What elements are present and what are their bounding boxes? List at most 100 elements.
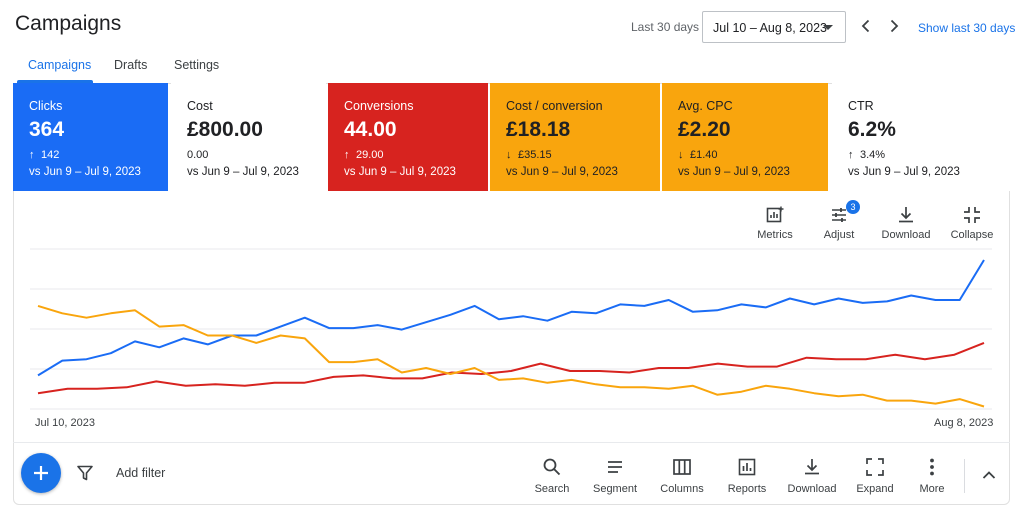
tab-campaigns[interactable]: Campaigns	[28, 58, 92, 72]
chevron-left-icon	[861, 19, 870, 33]
metric-value: 6.2%	[848, 118, 896, 141]
metric-delta: ↑ 142	[29, 149, 60, 161]
metric-label: CTR	[848, 99, 874, 113]
download-icon	[805, 459, 819, 475]
tab-bar: Campaigns Drafts Settings	[0, 52, 1024, 82]
metric-delta: ↓ £35.15	[506, 149, 552, 161]
plus-icon	[34, 466, 48, 480]
date-range-label: Last 30 days	[631, 20, 700, 34]
collapse-panel-button[interactable]	[980, 466, 998, 489]
chart-collapse-button[interactable]: Collapse	[942, 205, 1002, 241]
chart-collapse-label: Collapse	[950, 229, 994, 241]
metric-value: £800.00	[187, 118, 263, 141]
expand-button[interactable]: Expand	[845, 457, 905, 495]
dropdown-caret-icon	[823, 25, 833, 30]
date-range-picker[interactable]: Jul 10 – Aug 8, 2023	[702, 11, 846, 43]
chart-series-line-3	[37, 304, 985, 408]
chart-metrics-label: Metrics	[757, 229, 793, 241]
more-label: More	[919, 483, 945, 495]
previous-period-button[interactable]	[858, 18, 874, 34]
metric-tile-cost-per-conversion[interactable]: Cost / conversion £18.18 ↓ £35.15 vs Jun …	[490, 83, 660, 191]
x-axis-end-label: Aug 8, 2023	[934, 417, 994, 429]
more-vert-icon	[930, 458, 934, 476]
chart-download-button[interactable]: Download	[876, 205, 936, 241]
toolbar-divider	[13, 442, 1010, 443]
metrics-chart-icon	[766, 206, 784, 223]
chevron-right-icon	[890, 19, 899, 33]
chevron-up-icon	[982, 471, 996, 479]
chart-metrics-button[interactable]: Metrics	[745, 205, 805, 241]
metric-value: £2.20	[678, 118, 731, 141]
filter-icon	[77, 465, 93, 481]
search-button[interactable]: Search	[522, 457, 582, 495]
collapse-icon	[964, 207, 980, 223]
tab-drafts[interactable]: Drafts	[114, 58, 148, 72]
reports-label: Reports	[727, 483, 767, 495]
metric-delta: ↑ 3.4%	[848, 149, 886, 161]
next-period-button[interactable]	[886, 18, 902, 34]
table-download-button[interactable]: Download	[782, 457, 842, 495]
expand-label: Expand	[856, 483, 894, 495]
add-filter-link[interactable]: Add filter	[116, 466, 166, 480]
table-download-label: Download	[787, 483, 837, 495]
metric-delta: ↓ £1.40	[678, 149, 718, 161]
segment-icon	[608, 461, 622, 473]
metric-tile-conversions[interactable]: Conversions 44.00 ↑ 29.00 vs Jun 9 – Jul …	[328, 83, 488, 191]
tab-settings[interactable]: Settings	[174, 58, 220, 72]
metric-comparison: vs Jun 9 – Jul 9, 2023	[29, 166, 141, 178]
chart-adjust-button[interactable]: 3 Adjust	[809, 200, 869, 241]
active-tab-indicator	[17, 80, 93, 83]
show-last-30-days-link[interactable]: Show last 30 days	[918, 21, 1016, 35]
metric-comparison: vs Jun 9 – Jul 9, 2023	[344, 166, 456, 178]
tune-icon	[832, 208, 846, 222]
trend-arrow-icon: ↑	[848, 149, 854, 161]
more-button[interactable]: More	[902, 457, 962, 495]
performance-line-chart	[30, 248, 992, 410]
metric-tile-avg-cpc[interactable]: Avg. CPC £2.20 ↓ £1.40 vs Jun 9 – Jul 9, …	[662, 83, 828, 191]
metric-label: Cost	[187, 99, 213, 113]
trend-arrow-icon: ↑	[29, 149, 35, 161]
metric-tiles: Clicks 364 ↑ 142 vs Jun 9 – Jul 9, 2023 C…	[13, 83, 1010, 191]
x-axis-start-label: Jul 10, 2023	[35, 417, 95, 429]
metric-delta: 0.00	[187, 149, 209, 161]
metric-comparison: vs Jun 9 – Jul 9, 2023	[506, 166, 618, 178]
search-icon	[543, 458, 561, 476]
metric-tile-clicks[interactable]: Clicks 364 ↑ 142 vs Jun 9 – Jul 9, 2023	[13, 83, 168, 191]
date-range-value: Jul 10 – Aug 8, 2023	[713, 21, 827, 35]
reports-icon	[738, 458, 756, 476]
download-icon	[899, 207, 913, 223]
trend-arrow-icon: ↓	[506, 149, 512, 161]
reports-button[interactable]: Reports	[717, 457, 777, 495]
metric-delta: ↑ 29.00	[344, 149, 384, 161]
metric-label: Avg. CPC	[678, 99, 733, 113]
filter-button[interactable]	[76, 464, 94, 487]
add-campaign-button[interactable]	[21, 453, 61, 493]
metric-tile-ctr[interactable]: CTR 6.2% ↑ 3.4% vs Jun 9 – Jul 9, 2023	[832, 83, 1010, 191]
chart-adjust-label: Adjust	[823, 229, 855, 241]
columns-button[interactable]: Columns	[652, 457, 712, 495]
columns-icon	[673, 459, 691, 475]
page-title: Campaigns	[15, 12, 122, 35]
segment-button[interactable]: Segment	[585, 457, 645, 495]
trend-arrow-icon: ↑	[344, 149, 350, 161]
metric-label: Conversions	[344, 99, 414, 113]
metric-value: 364	[29, 118, 65, 141]
expand-icon	[866, 458, 884, 476]
metric-label: Clicks	[29, 99, 63, 113]
metric-value: £18.18	[506, 118, 571, 141]
chart-series-line-1	[37, 259, 985, 377]
segment-label: Segment	[592, 483, 638, 495]
metric-tile-cost[interactable]: Cost £800.00 0.00 vs Jun 9 – Jul 9, 2023	[171, 83, 326, 191]
metric-comparison: vs Jun 9 – Jul 9, 2023	[187, 166, 299, 178]
toolbar-separator	[964, 459, 965, 493]
columns-label: Columns	[660, 483, 704, 495]
metric-comparison: vs Jun 9 – Jul 9, 2023	[848, 166, 960, 178]
trend-arrow-icon: ↓	[678, 149, 684, 161]
metric-comparison: vs Jun 9 – Jul 9, 2023	[678, 166, 790, 178]
metric-label: Cost / conversion	[506, 99, 603, 113]
adjust-count-badge: 3	[846, 200, 860, 214]
chart-series-line-2	[37, 341, 985, 395]
metric-value: 44.00	[344, 118, 397, 141]
chart-download-label: Download	[881, 229, 931, 241]
